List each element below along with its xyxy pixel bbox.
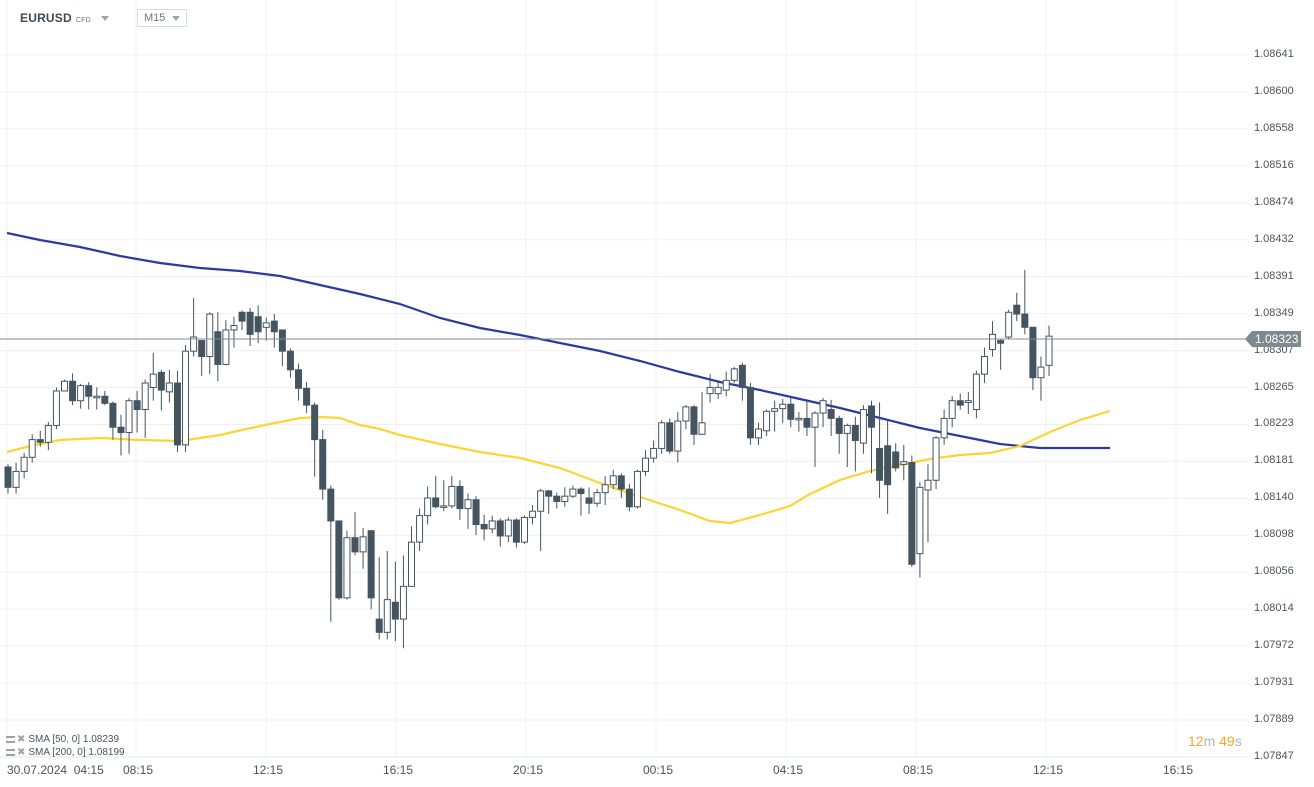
price-tick-label: 1.08140 xyxy=(1254,491,1294,504)
price-tick-label: 1.08600 xyxy=(1254,84,1294,97)
legend-label: SMA [50, 0] 1.08239 xyxy=(28,734,120,745)
countdown-minutes: 12 xyxy=(1188,733,1204,749)
price-tick-label: 1.08432 xyxy=(1254,232,1294,245)
close-icon[interactable]: ✖ xyxy=(17,734,26,745)
time-tick-label: 04:15 xyxy=(773,763,804,777)
time-tick-label: 00:15 xyxy=(643,763,674,777)
price-tick-label: 1.08516 xyxy=(1254,158,1294,171)
time-tick-label: 20:15 xyxy=(513,763,544,777)
price-tick-label: 1.08558 xyxy=(1254,121,1294,134)
candle-countdown: 12m 49s xyxy=(1188,733,1242,749)
chevron-down-icon xyxy=(172,15,181,21)
price-tick-label: 1.08474 xyxy=(1254,195,1294,208)
settings-icon[interactable] xyxy=(6,735,15,743)
time-tick-label: 12:15 xyxy=(1033,763,1064,777)
legend-sma-50[interactable]: ✖ SMA [50, 0] 1.08239 xyxy=(6,734,119,745)
timeframe-label: M15 xyxy=(144,12,166,24)
sma-200-line xyxy=(6,231,1110,450)
instrument-type: CFD xyxy=(75,17,91,24)
chevron-down-icon xyxy=(100,16,109,22)
price-tick-label: 1.08265 xyxy=(1254,380,1294,393)
price-tick-label: 1.07847 xyxy=(1254,750,1294,762)
price-tick-label: 1.07972 xyxy=(1254,639,1294,652)
price-tick-label: 1.07931 xyxy=(1254,676,1294,689)
symbol-selector[interactable]: EURUSD CFD xyxy=(20,11,109,25)
settings-icon[interactable] xyxy=(6,748,15,756)
current-price-tag: 1.08323 xyxy=(1244,331,1302,347)
countdown-min-unit: m xyxy=(1203,733,1216,749)
time-tick-label: 12:15 xyxy=(253,763,284,777)
timeframe-selector[interactable]: M15 xyxy=(137,9,188,27)
price-tick-label: 1.08223 xyxy=(1254,417,1294,430)
chart-grid xyxy=(0,0,1248,758)
time-tick-label: 30.07.2024 04:15 xyxy=(7,763,104,777)
legend-label: SMA [200, 0] 1.08199 xyxy=(28,747,125,758)
price-tick-label: 1.08098 xyxy=(1254,528,1294,541)
time-tick-label: 16:15 xyxy=(1163,763,1194,777)
legend-sma-200[interactable]: ✖ SMA [200, 0] 1.08199 xyxy=(6,747,125,758)
countdown-sec-unit: s xyxy=(1234,733,1242,749)
price-tick-label: 1.08349 xyxy=(1254,306,1294,319)
time-tick-label: 16:15 xyxy=(383,763,414,777)
price-tick-label: 1.07889 xyxy=(1254,713,1294,726)
price-tick-label: 1.08056 xyxy=(1254,565,1294,578)
price-tick-label: 1.08641 xyxy=(1254,48,1294,60)
chart-toolbar: EURUSD CFD M15 xyxy=(0,0,1314,36)
symbol-name: EURUSD xyxy=(20,11,72,25)
countdown-seconds: 49 xyxy=(1219,733,1235,749)
time-tick-label: 08:15 xyxy=(903,763,934,777)
time-tick-label: 08:15 xyxy=(123,763,154,777)
price-tick-label: 1.08391 xyxy=(1254,269,1294,282)
close-icon[interactable]: ✖ xyxy=(17,747,26,758)
price-tick-label: 1.08181 xyxy=(1254,454,1294,467)
price-tick-label: 1.08014 xyxy=(1254,602,1294,615)
candlestick-series xyxy=(4,269,1053,649)
